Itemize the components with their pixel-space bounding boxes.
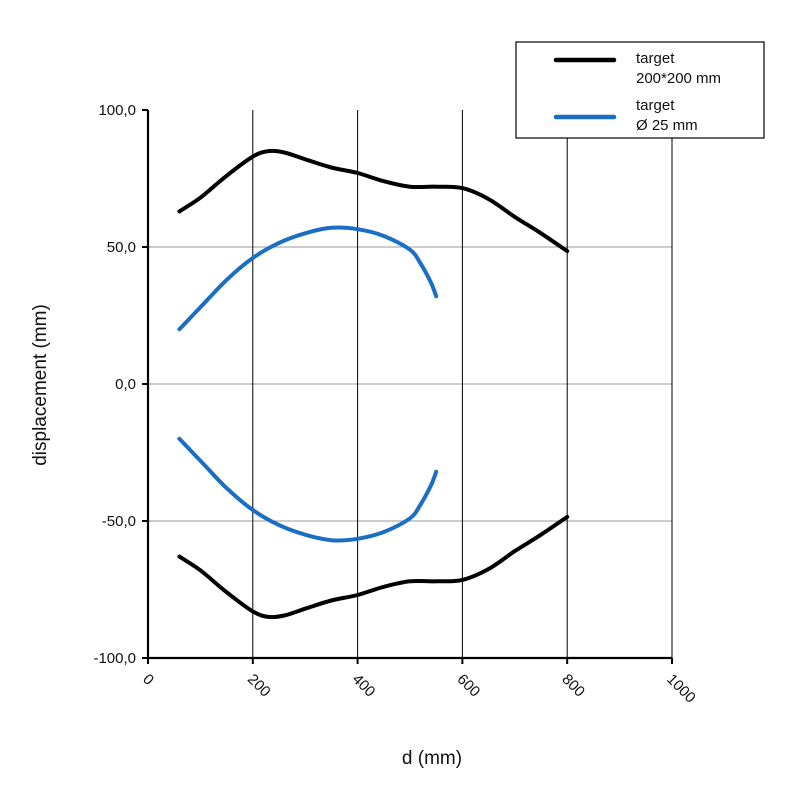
y-tick-label-4: 100,0 (98, 102, 136, 119)
y-tick-label-2: 0,0 (115, 376, 136, 393)
y-tick-label-1: -50,0 (102, 513, 136, 530)
x-axis-title: d (mm) (402, 748, 462, 769)
legend: target 200*200 mm target Ø 25 mm (515, 41, 765, 139)
tick-labels: -100,0 -50,0 0,0 50,0 100,0 0 200 400 600 800 1000 (93, 102, 698, 706)
series-0-lower-line (177, 514, 570, 620)
legend-label-target-200x200-line1: target (636, 50, 675, 67)
legend-label-target-25mm-line2: Ø 25 mm (636, 117, 698, 134)
x-tick-label-3: 600 (454, 671, 484, 701)
grid (148, 110, 673, 658)
y-axis-title: displacement (mm) (30, 304, 51, 466)
series-lines (177, 148, 570, 620)
series-0-upper-line (177, 148, 570, 254)
legend-label-target-200x200-line2: 200*200 mm (636, 70, 721, 87)
y-tick-label-0: -100,0 (93, 650, 136, 667)
x-tick-label-0: 0 (139, 671, 157, 689)
x-tick-label-2: 400 (349, 671, 379, 701)
series-1-lower-line (177, 436, 439, 543)
x-tick-label-5: 1000 (663, 671, 699, 707)
legend-label-target-25mm-line1: target (636, 97, 675, 114)
y-tick-label-3: 50,0 (107, 239, 136, 256)
x-tick-label-4: 800 (558, 671, 588, 701)
series-1-upper-line (177, 225, 439, 332)
x-tick-label-1: 200 (244, 671, 274, 701)
axes (142, 109, 673, 664)
